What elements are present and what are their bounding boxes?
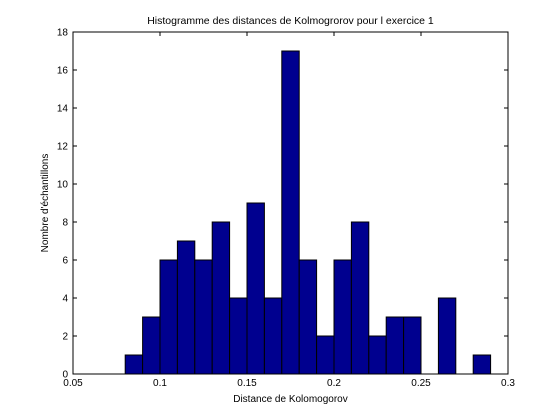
histogram-bar — [176, 240, 196, 375]
histogram-bar — [281, 50, 300, 375]
x-tick-label: 0.2 — [327, 378, 341, 389]
y-tick-label: 12 — [57, 142, 69, 153]
y-axis-label: Nombre d'échantillons — [40, 154, 51, 253]
histogram-bar — [246, 202, 265, 375]
x-tick-label: 0.3 — [501, 378, 515, 389]
histogram-bar — [368, 335, 387, 375]
ticks-group: 0.05 0.1 0.15 0.2 0.25 0.3 0 2 4 6 8 10 12 14 16 18 — [57, 28, 516, 390]
histogram-bar — [472, 354, 492, 375]
y-tick-label: 10 — [57, 180, 69, 191]
chart-title: Histogramme des distances de Kolmogrorov… — [147, 15, 434, 27]
x-tick-label: 0.05 — [63, 378, 83, 389]
histogram-bar — [194, 259, 213, 375]
y-tick-label: 18 — [57, 28, 69, 39]
y-tick-label: 14 — [57, 104, 69, 115]
histogram-bar — [263, 297, 283, 375]
histogram-bar — [437, 297, 457, 375]
histogram-bar — [159, 259, 178, 375]
x-tick-label: 0.25 — [411, 378, 431, 389]
histogram-bar — [142, 316, 161, 375]
y-tick-label: 16 — [57, 66, 69, 77]
histogram-bar — [403, 316, 422, 375]
plot-frame — [72, 31, 509, 375]
x-tick-label: 0.15 — [237, 378, 257, 389]
histogram-bar — [385, 316, 405, 375]
y-tick-label: 4 — [62, 294, 68, 305]
histogram-bar — [298, 259, 318, 375]
histogram-bar — [211, 221, 231, 375]
y-tick-label: 0 — [62, 370, 68, 381]
bars-group — [124, 50, 492, 375]
histogram-bar — [124, 354, 144, 375]
x-tick-label: 0.1 — [153, 378, 167, 389]
x-axis-label: Distance de Kolomogorov — [233, 394, 348, 405]
histogram-bar — [350, 221, 370, 375]
histogram-bar — [333, 259, 352, 375]
y-tick-label: 6 — [62, 256, 68, 267]
histogram-bar — [316, 335, 335, 375]
y-tick-label: 8 — [62, 218, 68, 229]
histogram-bar — [229, 297, 248, 375]
y-tick-label: 2 — [62, 332, 68, 343]
